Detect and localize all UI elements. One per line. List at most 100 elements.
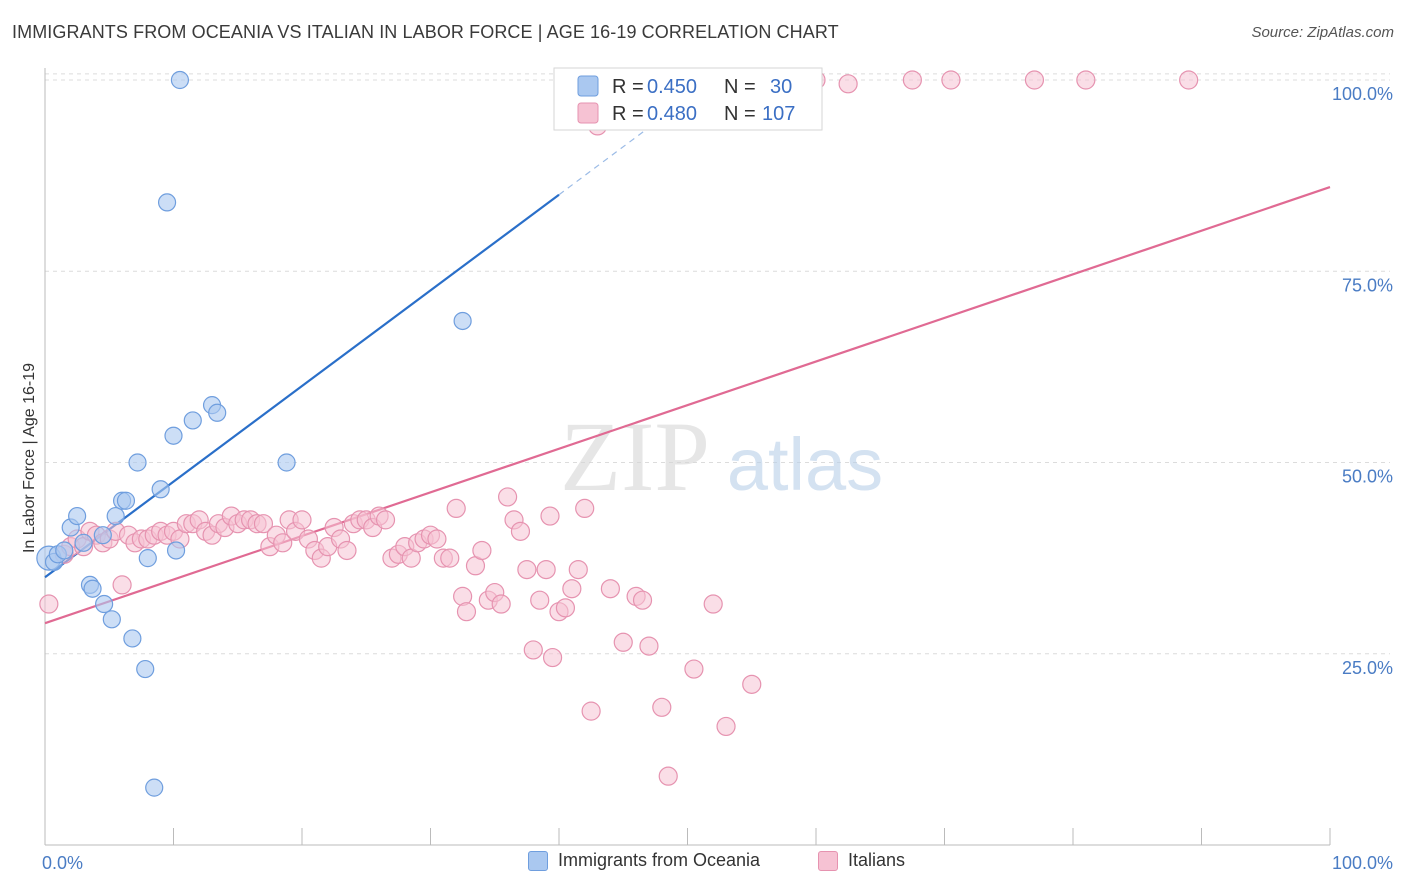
italians-point bbox=[902, 70, 922, 90]
italians-point bbox=[632, 590, 653, 610]
italians-point bbox=[498, 487, 518, 507]
y-tick-label: 75.0% bbox=[1342, 275, 1393, 295]
italians-point bbox=[1076, 70, 1096, 90]
italians-point bbox=[639, 636, 659, 656]
x-tick-label: 100.0% bbox=[1332, 853, 1393, 873]
legend-r-label-2: R = bbox=[612, 103, 644, 125]
grid-layer bbox=[45, 73, 1390, 655]
italians-point bbox=[941, 70, 961, 90]
italians-point bbox=[1179, 70, 1199, 90]
y-tick-label: 50.0% bbox=[1342, 467, 1393, 487]
italians-point bbox=[427, 529, 447, 549]
italians-point bbox=[530, 590, 550, 610]
oceania-point bbox=[151, 480, 170, 499]
oceania-point bbox=[164, 426, 183, 445]
italians-point bbox=[253, 514, 274, 534]
oceania-trend-extension bbox=[558, 107, 676, 196]
oceania-point bbox=[55, 541, 74, 560]
italians-point bbox=[39, 594, 59, 614]
italians-point bbox=[562, 579, 582, 599]
legend-label-oceania: Immigrants from Oceania bbox=[558, 850, 761, 870]
oceania-point bbox=[453, 311, 472, 331]
italians-point bbox=[1024, 70, 1045, 90]
italians-points bbox=[39, 70, 1199, 786]
italians-point bbox=[337, 540, 357, 561]
italians-point bbox=[716, 716, 736, 737]
legend-swatch-italians bbox=[577, 102, 599, 124]
oceania-point bbox=[102, 610, 121, 629]
italians-point bbox=[273, 533, 293, 553]
y-axis-title: In Labor Force | Age 16-19 bbox=[21, 363, 38, 553]
x-tick-label: 0.0% bbox=[42, 853, 83, 873]
y-tick-label: 100.0% bbox=[1332, 84, 1393, 104]
oceania-point bbox=[95, 594, 114, 614]
source-credit: Source: ZipAtlas.com bbox=[1251, 24, 1394, 41]
oceania-point bbox=[123, 629, 142, 648]
legend-r-value-2: 0.480 bbox=[647, 103, 697, 125]
oceania-trend-line bbox=[44, 193, 560, 579]
italians-point bbox=[742, 674, 762, 694]
italians-point bbox=[491, 594, 511, 614]
italians-point bbox=[581, 701, 601, 721]
oceania-point bbox=[277, 453, 296, 472]
oceania-point bbox=[183, 411, 202, 430]
axes-layer: 25.0% 50.0% 75.0% 100.0% 0.0% 100.0% bbox=[42, 68, 1393, 873]
italians-point bbox=[652, 697, 672, 717]
chart-title: IMMIGRANTS FROM OCEANIA VS ITALIAN IN LA… bbox=[12, 22, 839, 42]
legend-item-italians[interactable]: Italians bbox=[818, 850, 905, 871]
italians-point bbox=[555, 598, 576, 618]
y-tick-label: 25.0% bbox=[1342, 658, 1393, 678]
oceania-point bbox=[116, 491, 136, 510]
italians-point bbox=[575, 498, 595, 518]
legend-n-value-1: 30 bbox=[770, 76, 792, 98]
oceania-point bbox=[166, 541, 186, 560]
watermark-zip: ZIP bbox=[560, 401, 710, 512]
oceania-point bbox=[138, 549, 157, 568]
oceania-point bbox=[106, 506, 125, 526]
italians-point bbox=[658, 766, 678, 786]
italians-point bbox=[292, 510, 312, 530]
italians-point bbox=[568, 559, 588, 580]
italians-trend-line bbox=[44, 186, 1331, 625]
legend-n-value-2: 107 bbox=[762, 103, 795, 125]
trend-layer bbox=[44, 107, 1331, 625]
series-legend: Immigrants from Oceania Italians bbox=[0, 850, 1406, 880]
italians-point bbox=[375, 510, 396, 530]
oceania-swatch bbox=[528, 850, 548, 871]
watermark-atlas: atlas bbox=[727, 423, 883, 506]
italians-point bbox=[446, 498, 466, 518]
italians-point bbox=[703, 594, 723, 614]
legend-swatch-oceania bbox=[577, 75, 599, 97]
italians-point bbox=[536, 559, 556, 580]
legend-item-oceania[interactable]: Immigrants from Oceania bbox=[528, 850, 760, 871]
oceania-point bbox=[68, 506, 87, 526]
legend-r-label-1: R = bbox=[612, 76, 644, 98]
legend-label-italians: Italians bbox=[848, 850, 906, 870]
italians-point bbox=[542, 647, 563, 668]
oceania-point bbox=[208, 403, 227, 422]
oceania-point bbox=[157, 193, 177, 212]
legend-r-value-1: 0.450 bbox=[647, 76, 697, 98]
oceania-point bbox=[93, 526, 112, 545]
legend-n-label-2: N = bbox=[724, 103, 756, 125]
oceania-point bbox=[145, 778, 164, 797]
oceania-point bbox=[136, 659, 155, 679]
italians-point bbox=[838, 74, 858, 94]
correlation-legend: R = 0.450 N = 30 R = 0.480 N = 107 bbox=[553, 67, 823, 131]
oceania-point bbox=[170, 70, 190, 90]
oceania-point bbox=[128, 453, 147, 472]
oceania-points bbox=[36, 70, 472, 797]
italians-point bbox=[440, 548, 460, 568]
oceania-point bbox=[74, 533, 93, 552]
italians-point bbox=[540, 506, 560, 526]
italians-point bbox=[112, 575, 132, 595]
italians-point bbox=[517, 559, 537, 580]
legend-n-label-1: N = bbox=[724, 76, 756, 98]
italians-point bbox=[456, 602, 477, 622]
oceania-point bbox=[83, 579, 102, 598]
italians-point bbox=[472, 540, 492, 561]
italians-point bbox=[600, 579, 621, 599]
italians-point bbox=[523, 640, 543, 660]
italians-swatch bbox=[818, 850, 838, 871]
